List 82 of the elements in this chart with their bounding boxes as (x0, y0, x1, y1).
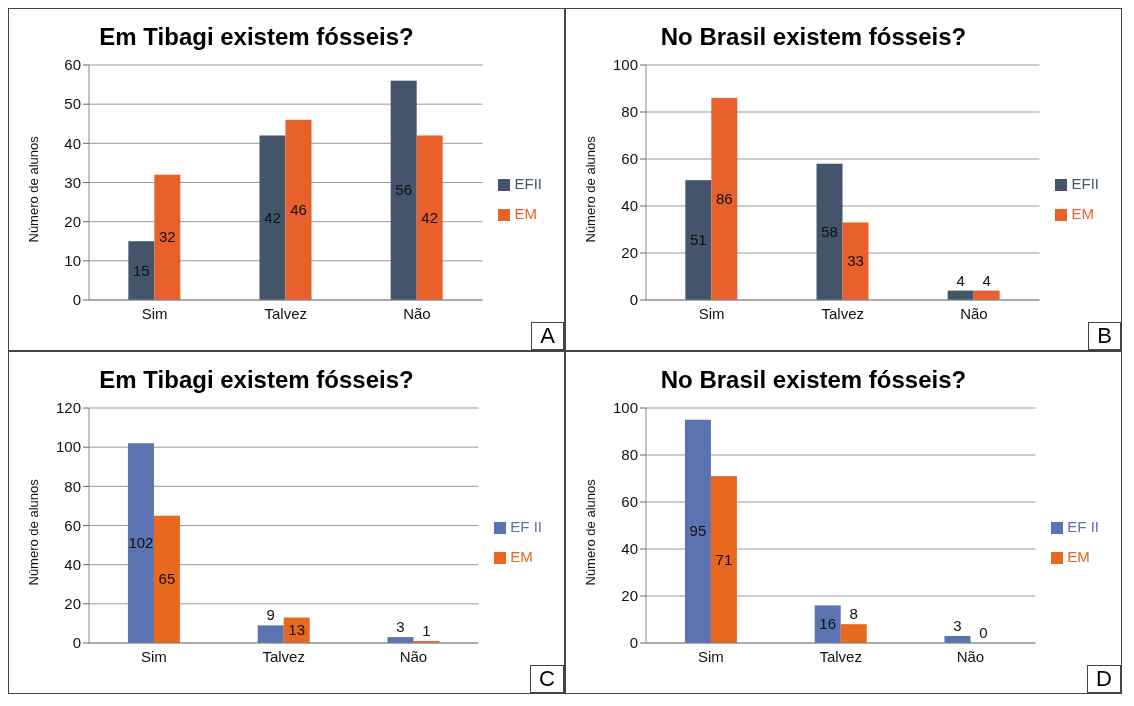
x-tick-label: Talvez (262, 647, 305, 665)
y-tick-label: 60 (64, 56, 81, 74)
data-label: 4 (982, 271, 991, 289)
data-label: 3 (953, 616, 962, 634)
y-tick-label: 100 (55, 438, 81, 456)
text: C (530, 665, 564, 693)
legend-label: EM (1071, 204, 1094, 222)
y-tick-label: 10 (64, 252, 81, 270)
data-label: 32 (159, 228, 176, 246)
data-label: 3 (396, 618, 405, 636)
x-tick-label: Talvez (821, 304, 865, 322)
x-tick-label: Sim (698, 304, 725, 322)
x-tick-label: Sim (140, 647, 167, 665)
text: D (1087, 665, 1121, 693)
legend-label: EFII (1071, 174, 1099, 192)
y-tick-label: 30 (64, 173, 81, 191)
y-tick-label: 60 (621, 493, 638, 511)
x-tick-label: Não (399, 647, 428, 665)
data-label: 16 (819, 615, 837, 633)
data-label: 58 (821, 222, 838, 240)
x-tick-label: Não (960, 304, 988, 322)
data-label: 86 (716, 189, 733, 207)
text: B (1088, 322, 1121, 350)
data-label: 42 (264, 208, 281, 226)
y-tick-label: 80 (64, 477, 81, 495)
y-tick-label: 60 (64, 516, 81, 534)
x-tick-label: Não (956, 647, 985, 665)
data-label: 33 (847, 252, 864, 270)
y-tick-label: 0 (72, 291, 81, 309)
y-axis-title: Número de alunos (25, 135, 41, 243)
y-axis-title: Número de alunos (25, 478, 41, 586)
x-tick-label: Talvez (819, 647, 862, 665)
y-axis-title: Número de alunos (582, 135, 598, 243)
y-tick-label: 20 (621, 587, 638, 605)
y-tick-label: 40 (64, 134, 81, 152)
data-label: 46 (290, 200, 307, 218)
y-axis-title: Número de alunos (582, 478, 598, 586)
data-label: 65 (158, 570, 176, 588)
x-tick-label: Talvez (264, 304, 308, 322)
legend-label: EM (514, 204, 537, 222)
data-label: 42 (421, 208, 439, 226)
legend-label: EFII (514, 174, 542, 192)
data-label: 102 (128, 534, 154, 552)
x-tick-label: Sim (697, 647, 724, 665)
legend-label: EM (510, 547, 533, 565)
y-tick-label: 50 (64, 95, 81, 113)
data-label: 15 (133, 261, 150, 279)
data-label: 51 (690, 231, 707, 249)
text: A (531, 322, 564, 350)
y-tick-label: 0 (629, 634, 638, 652)
data-label: 95 (689, 522, 707, 540)
data-label: 9 (266, 606, 275, 624)
data-label: 13 (288, 621, 306, 639)
y-tick-label: 20 (64, 595, 81, 613)
y-tick-label: 80 (621, 446, 638, 464)
data-label: 56 (395, 181, 413, 199)
y-tick-label: 0 (629, 291, 638, 309)
chart-title: Em Tibagi existem fósseis? (98, 23, 415, 52)
data-label: 1 (422, 622, 431, 640)
data-label: 4 (956, 271, 965, 289)
y-tick-label: 0 (72, 634, 81, 652)
data-label: 71 (715, 550, 733, 568)
x-tick-label: Não (403, 304, 431, 322)
chart-title: No Brasil existem fósseis? (659, 23, 968, 52)
chart-title: Em Tibagi existem fósseis? (98, 366, 415, 395)
y-tick-label: 100 (612, 56, 638, 74)
y-tick-label: 40 (64, 555, 81, 573)
y-tick-label: 20 (64, 212, 81, 230)
y-tick-label: 100 (612, 399, 638, 417)
legend-label: EF II (510, 517, 542, 535)
y-tick-label: 120 (55, 399, 81, 417)
legend-label: EM (1067, 547, 1090, 565)
y-tick-label: 40 (621, 197, 638, 215)
x-tick-label: Sim (141, 304, 168, 322)
data-label: 8 (849, 605, 858, 623)
y-tick-label: 60 (621, 150, 638, 168)
data-label: 0 (979, 624, 988, 641)
y-tick-label: 20 (621, 244, 638, 262)
chart-title: No Brasil existem fósseis? (659, 366, 968, 395)
y-tick-label: 80 (621, 103, 638, 121)
y-tick-label: 40 (621, 540, 638, 558)
legend-label: EF II (1067, 517, 1099, 535)
